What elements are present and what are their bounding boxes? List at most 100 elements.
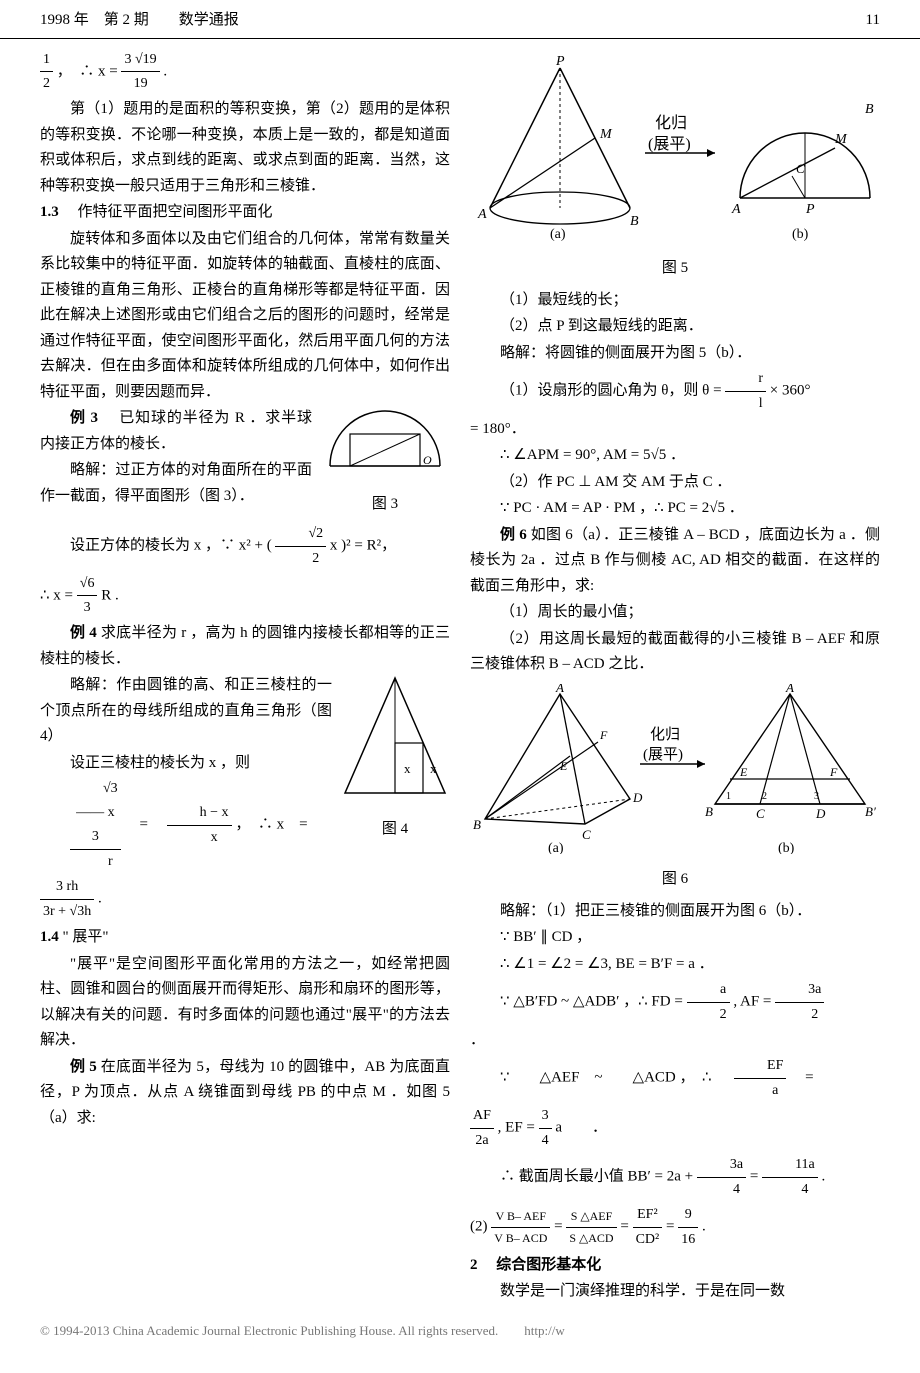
example-6: 例 6 如图 6（a）．正三棱锥 A – BCD ，底面边长为 a ．侧棱长为 … — [470, 523, 880, 600]
ex6-sol-d: ∵ △B′FD ~ △ADB′ ，∴ FD = a 2 , AF = 3a 2 — [470, 978, 880, 1027]
svg-text:(a): (a) — [550, 227, 566, 242]
paragraph: 第（1）题用的是面积的等积变换，第（2）题用的是体积的等积变换．不论哪一种变换，… — [40, 97, 450, 199]
svg-text:(b): (b) — [778, 841, 795, 854]
svg-text:B′: B′ — [865, 804, 876, 819]
q1: （1）最短线的长； — [470, 288, 880, 314]
svg-text:1: 1 — [726, 791, 731, 802]
frac: r l — [725, 367, 766, 416]
figure-3-svg: O — [320, 406, 450, 478]
svg-text:D: D — [815, 806, 826, 821]
ex6-sol-b: ∵ BB′ ∥ CD ， — [470, 925, 880, 951]
figure-6-svg: A B C D E F (a) 化归 (展平) — [470, 684, 880, 854]
footer: © 1994-2013 China Academic Journal Elect… — [0, 1314, 920, 1348]
figure-4-svg: x x — [340, 673, 450, 803]
svg-text:A: A — [785, 684, 794, 695]
svg-text:M: M — [599, 127, 613, 142]
svg-text:O: O — [423, 453, 432, 467]
svg-text:(a): (a) — [548, 841, 564, 854]
svg-text:A: A — [731, 202, 741, 217]
svg-text:x: x — [430, 761, 437, 776]
q2: （2）点 P 到这最短线的距离． — [470, 314, 880, 340]
paragraph-last: 数学是一门演绎推理的科学．于是在同一数 — [470, 1279, 880, 1305]
example-4-eq2: 3 rh 3r + √3h . — [40, 875, 450, 924]
svg-text:B: B — [865, 102, 874, 117]
opening-line: 1 2 ， ∴ x = 3 √19 19 . — [40, 48, 450, 97]
svg-text:C: C — [756, 806, 765, 821]
ex6-sol-d-end: ． — [470, 1028, 880, 1054]
svg-text:(展平): (展平) — [648, 136, 691, 153]
frac: h − x x — [167, 801, 232, 850]
sol-c: = 180°． — [470, 417, 880, 443]
frac: 3a 2 — [775, 978, 824, 1027]
svg-text:F: F — [829, 765, 838, 779]
sol-a: 略解：将圆锥的侧面展开为图 5（b）． — [470, 341, 880, 367]
svg-text:E: E — [559, 759, 568, 773]
paragraph: "展平"是空间图形平面化常用的方法之一，如经常把圆柱、圆锥和圆台的侧面展开而得矩… — [40, 952, 450, 1054]
frac: 9 16 — [678, 1203, 698, 1252]
frac: 3 rh 3r + √3h — [40, 875, 94, 924]
frac: a 2 — [687, 978, 730, 1027]
figure-3-block: O 图 3 — [320, 406, 450, 521]
frac: V B– AEF V B– ACD — [491, 1206, 550, 1248]
frac: 3a 4 — [697, 1153, 746, 1202]
footer-text: © 1994-2013 China Academic Journal Elect… — [40, 1323, 565, 1338]
section-title: 作特征平面把空间图形平面化 — [78, 204, 273, 220]
ex6-sol-c: ∴ ∠1 = ∠2 = ∠3, BE = B′F = a ． — [470, 952, 880, 978]
ex6-q2: （2）用这周长最短的截面截得的小三棱锥 B – AEF 和原三棱锥体积 B – … — [470, 627, 880, 678]
svg-text:F: F — [599, 728, 608, 742]
frac: √2 2 — [275, 522, 326, 571]
section-2: 2 综合图形基本化 — [470, 1253, 880, 1279]
svg-text:M: M — [834, 132, 848, 147]
svg-text:x: x — [404, 761, 411, 776]
figure-5-svg: P M A B (a) 化归 (展平) — [470, 53, 880, 243]
svg-text:D: D — [632, 790, 643, 805]
example-3-ans: ∴ x = √6 3 R . — [40, 572, 450, 621]
frac: 3 4 — [539, 1104, 552, 1153]
sol-e: （2）作 PC ⊥ AM 交 AM 于点 C ． — [470, 470, 880, 496]
right-column: P M A B (a) 化归 (展平) — [470, 47, 880, 1306]
svg-text:B: B — [473, 817, 481, 832]
svg-text:(b): (b) — [792, 227, 809, 242]
svg-text:B: B — [630, 214, 639, 229]
section-label: 1.3 — [40, 204, 59, 220]
figure-6: A B C D E F (a) 化归 (展平) — [470, 684, 880, 893]
svg-text:(展平): (展平) — [643, 747, 683, 763]
svg-text:P: P — [805, 202, 815, 217]
content-area: 1 2 ， ∴ x = 3 √19 19 . 第（1）题用的是面积的等积变换，第… — [0, 39, 920, 1314]
section-label: 2 — [470, 1257, 478, 1273]
example-5: 例 5 在底面半径为 5，母线为 10 的圆锥中，AB 为底面直径，P 为顶点．… — [40, 1055, 450, 1132]
page-number: 11 — [866, 8, 880, 34]
svg-text:化归: 化归 — [655, 114, 687, 132]
frac: 3 √19 19 — [121, 48, 159, 97]
figure-5: P M A B (a) 化归 (展平) — [470, 53, 880, 282]
frac: √3 —— x 3 r — [70, 777, 121, 873]
frac: EF a — [734, 1054, 786, 1103]
ex6-sol-g: ∴ 截面周长最小值 BB′ = 2a + 3a 4 = 11a 4 . — [470, 1153, 880, 1202]
sol-d: ∴ ∠APM = 90°, AM = 5√5 ． — [470, 443, 880, 469]
svg-text:B: B — [705, 804, 713, 819]
figure-4-caption: 图 4 — [340, 817, 450, 843]
ex6-part2: (2) V B– AEF V B– ACD = S △AEF S △ACD = … — [470, 1203, 880, 1252]
section-1-4: 1.4 " 展平" — [40, 925, 450, 951]
ex6-sol-a: 略解：（1）把正三棱锥的侧面展开为图 6（b）． — [470, 899, 880, 925]
section-1-3: 1.3 作特征平面把空间图形平面化 — [40, 200, 450, 226]
paragraph: 旋转体和多面体以及由它们组合的几何体，常常有数量关系比较集中的特征平面．如旋转体… — [40, 227, 450, 406]
ex6-sol-f: AF 2a , EF = 3 4 a ． — [470, 1104, 880, 1153]
left-column: 1 2 ， ∴ x = 3 √19 19 . 第（1）题用的是面积的等积变换，第… — [40, 47, 450, 1306]
svg-text:2: 2 — [762, 791, 767, 802]
header-left: 1998 年 第 2 期 数学通报 — [40, 8, 239, 34]
figure-5-caption: 图 5 — [470, 256, 880, 282]
svg-text:化归: 化归 — [650, 726, 680, 743]
figure-4-block: x x 图 4 — [340, 673, 450, 846]
figure-3-caption: 图 3 — [320, 492, 450, 518]
frac: S △AEF S △ACD — [566, 1206, 616, 1248]
example-3-eq: 设正方体的棱长为 x ，∵ x² + ( √2 2 x )² = R²， — [40, 522, 450, 571]
frac: 11a 4 — [762, 1153, 818, 1202]
svg-text:P: P — [555, 54, 565, 69]
svg-text:E: E — [739, 765, 748, 779]
svg-text:A: A — [477, 207, 487, 222]
sol-f: ∵ PC · AM = AP · PM ，∴ PC = 2√5 ． — [470, 496, 880, 522]
frac: EF² CD² — [633, 1203, 663, 1252]
page-header: 1998 年 第 2 期 数学通报 11 — [0, 0, 920, 39]
svg-text:3: 3 — [814, 791, 819, 802]
